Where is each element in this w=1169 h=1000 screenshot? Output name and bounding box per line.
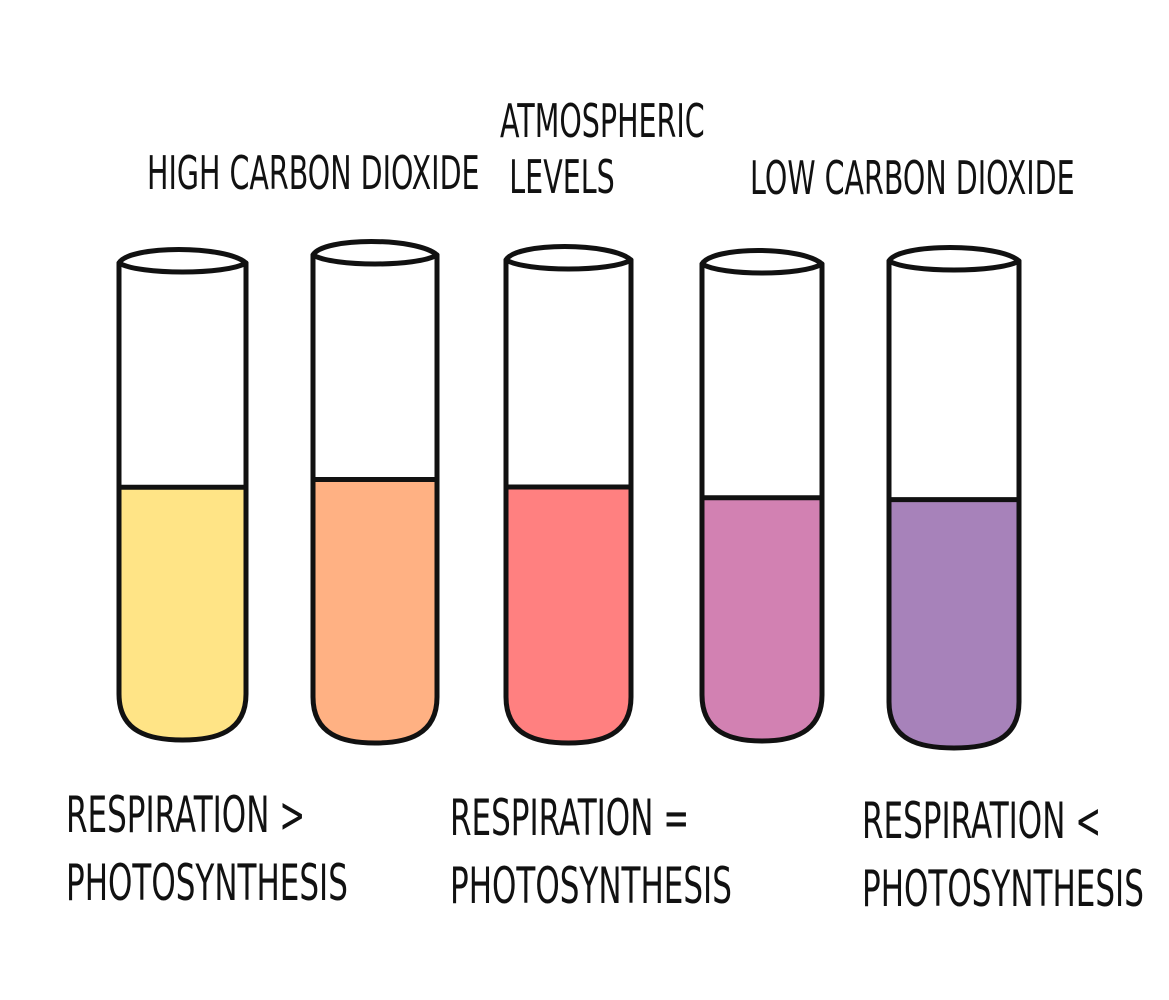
caption-respiration-equal: RESPIRATION = PHOTOSYNTHESIS — [450, 793, 732, 911]
tube-outline — [886, 258, 1022, 751]
caption-respiration-less: RESPIRATION < PHOTOSYNTHESIS — [862, 796, 1144, 914]
label-atmospheric-line2: LEVELS — [509, 150, 615, 204]
tube-rim — [886, 245, 1022, 273]
tube-outline — [116, 260, 249, 743]
caption-right-line2: PHOTOSYNTHESIS — [862, 860, 1144, 918]
tube-liquid-purple — [889, 499, 1019, 748]
label-high-carbon-dioxide: HIGH CARBON DIOXIDE — [147, 146, 480, 200]
tube-outline — [699, 261, 825, 744]
caption-left-line1: RESPIRATION > — [66, 786, 306, 844]
tube-liquid-pink — [702, 497, 822, 741]
test-tube-pink — [699, 248, 825, 744]
tube-rim — [503, 244, 634, 272]
test-tube-purple — [886, 245, 1022, 751]
caption-respiration-greater: RESPIRATION > PHOTOSYNTHESIS — [66, 790, 348, 908]
tube-outline — [503, 257, 634, 746]
caption-right-line1: RESPIRATION < — [862, 792, 1102, 850]
caption-middle-line2: PHOTOSYNTHESIS — [450, 857, 732, 915]
tube-liquid-yellow — [119, 487, 246, 740]
test-tube-red — [503, 244, 634, 746]
tube-outline — [310, 252, 440, 746]
tube-rim — [310, 239, 440, 267]
tube-rim — [699, 248, 825, 276]
test-tube-orange — [310, 239, 440, 746]
caption-middle-line1: RESPIRATION = — [450, 789, 690, 847]
label-low-carbon-dioxide: LOW CARBON DIOXIDE — [750, 151, 1075, 205]
test-tube-yellow — [116, 247, 249, 743]
tube-liquid-orange — [313, 479, 437, 743]
caption-left-line2: PHOTOSYNTHESIS — [66, 854, 348, 912]
tube-liquid-red — [506, 487, 631, 743]
tube-rim — [116, 247, 249, 275]
